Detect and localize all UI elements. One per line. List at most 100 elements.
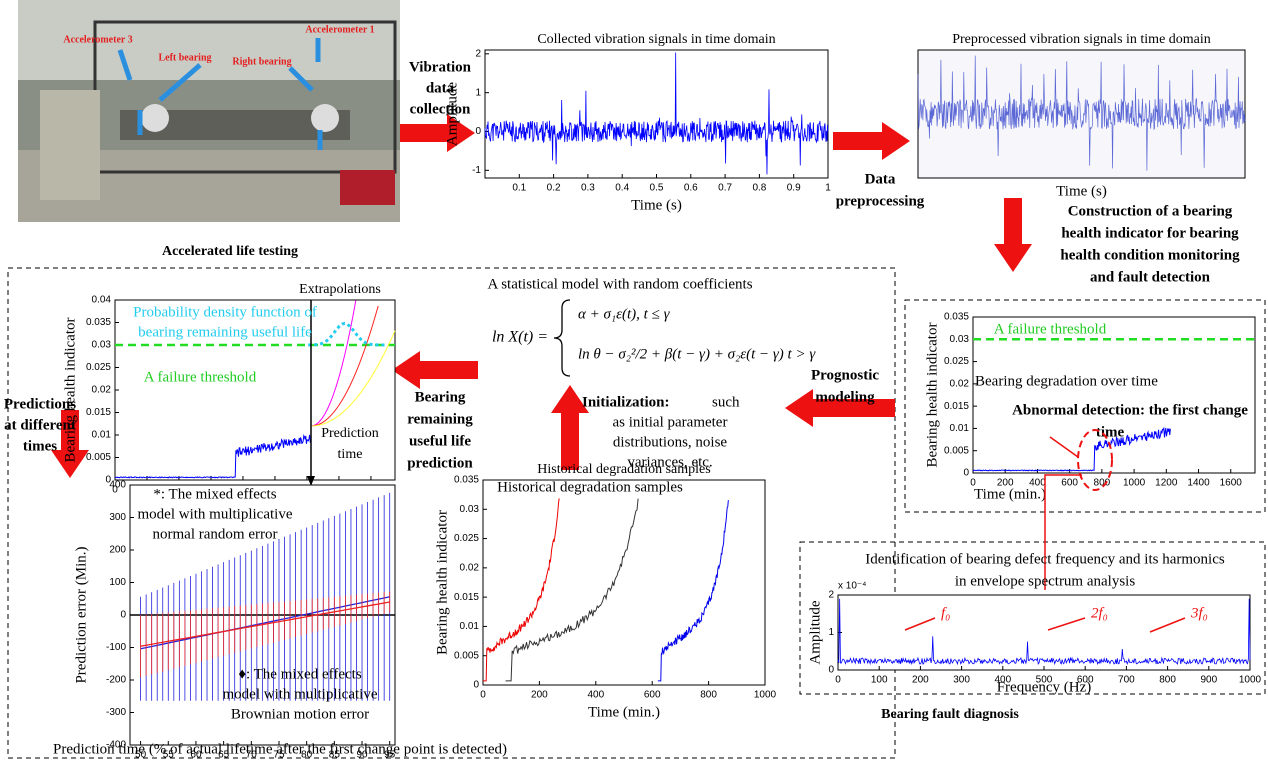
x-tick-label: 0 [480,690,486,701]
x-label: Frequency (Hz) [997,679,1092,695]
x-tick-label: 0.2 [547,183,561,194]
brace [554,300,570,376]
plot-title: Preprocessed vibration signals in time d… [952,32,1211,47]
y-tick-label: 0.03 [950,334,970,345]
annotation: time [338,447,363,462]
x-tick-label: 200 [531,690,548,701]
y-tick-label: 0.025 [454,533,479,544]
y-tick-label: 2 [475,48,481,59]
annotation: A failure threshold [994,321,1107,337]
annotation: Brownian motion error [231,706,369,722]
x-tick-label: 600 [1061,478,1078,489]
axes [483,480,765,685]
x-tick-label: 1200 [1155,478,1178,489]
peak-label: 2f₀ [1091,605,1108,621]
y-tick-label: 400 [109,480,126,491]
step-text: Bearing [415,389,466,405]
y-tick-label: 0.04 [92,295,112,306]
x-tick-label: 1000 [1123,478,1146,489]
step-text: useful life [409,433,471,449]
photo-label: Right bearing [232,56,291,67]
y-tick-label: 0.02 [950,378,970,389]
step-text: Vibration [409,59,472,75]
formula: α + σ₁ε(t), t ≤ γ [578,306,671,322]
annotation: time [1096,424,1125,440]
x-tick-label: 0.5 [650,183,664,194]
x-tick-label: 0.6 [684,183,698,194]
x-tick-label: 800 [700,690,717,701]
x-label: Time (s) [631,197,682,213]
x-tick-label: 0.7 [718,183,732,194]
annotation: Extrapolations [299,282,381,297]
plot-title: Historical degradation samples [497,479,683,495]
y-tick-label: 1 [475,87,481,98]
x-tick-label: 400 [587,690,604,701]
model-title: A statistical model with random coeffici… [487,276,752,292]
x-tick-label: 1000 [754,690,777,701]
peak-label: f₀ [941,605,950,621]
y-tick-label: 0 [473,680,479,691]
step-text: Prognostic [811,367,879,383]
annotation: A failure threshold [144,369,257,385]
annotation: model with multiplicative [138,506,293,522]
y-tick-label: 0.03 [460,504,480,515]
annotation: normal random error [153,526,278,542]
step-text: remaining [407,411,473,427]
y-tick-label: 0.015 [86,407,111,418]
peak-label: 3f₀ [1190,605,1208,621]
y-tick-label: 0.01 [92,430,112,441]
y-tick-label: 0.015 [944,401,969,412]
x-tick-label: 1 [825,183,831,194]
x-tick-label: 800 [1159,675,1176,686]
step-text: Bearing fault diagnosis [881,707,1019,722]
step-text: and fault detection [1090,269,1211,285]
arrow [392,351,478,389]
y-label: Prediction error (Min.) [73,546,89,683]
x-tick-label: 200 [912,675,929,686]
y-tick-label: 0 [963,468,969,479]
y-tick-label: 2 [828,590,834,601]
y-tick-label: 0.02 [92,385,112,396]
y-label: Bearing health indicator [434,510,450,655]
y-tick-label: 0.025 [944,356,969,367]
annotation: ♦: The mixed effects [238,666,361,682]
y-label: Bearing health indicator [62,318,78,463]
x-tick-label: 1400 [1187,478,1210,489]
step-text: such [712,394,740,410]
axes [918,50,1245,178]
photo-label: Accelerometer 1 [305,24,374,35]
y-tick-label: 0.035 [944,312,969,323]
y-tick-label: -100 [106,642,126,653]
y-tick-label: 0.025 [86,362,111,373]
diagram: Accelerometer 3Left bearingRight bearing… [0,0,1268,761]
x-tick-label: 100 [871,675,888,686]
x-tick-label: 0.9 [787,183,801,194]
arrow [400,114,475,152]
x-tick-label: 600 [644,690,661,701]
photo-label: Accelerometer 3 [63,34,132,45]
y-tick-label: 0.005 [454,650,479,661]
x-tick-label: 800 [1094,478,1111,489]
y-tick-label: 0.035 [454,475,479,486]
y-tick-label: 0.015 [454,592,479,603]
x-tick-label: 0.1 [512,183,526,194]
step-text: Initialization: [582,394,670,410]
step-text: as initial parameter [613,414,728,430]
y-tick-label: 0.035 [86,317,111,328]
step-text: health condition monitoring [1060,247,1240,263]
y-tick-label: -1 [472,165,481,176]
x-tick-label: 0.3 [581,183,595,194]
step-text: modeling [815,389,875,405]
plot-title: in envelope spectrum analysis [955,573,1136,589]
step-text: distributions, noise [613,434,728,450]
caption: Accelerated life testing [162,244,298,259]
y-tick-label: 200 [109,545,126,556]
step-text: prediction [407,455,473,471]
step-text: collection [410,101,471,117]
x-tick-label: 700 [1118,675,1135,686]
formula: ln θ − σ₂²/2 + β(t − γ) + σ₂ε(t − γ) t >… [578,346,816,362]
x-tick-label: 0.4 [615,183,629,194]
y-tick-label: 0.005 [86,452,111,463]
y-tick-label: 0 [828,665,834,676]
x-tick-label: 900 [1200,675,1217,686]
